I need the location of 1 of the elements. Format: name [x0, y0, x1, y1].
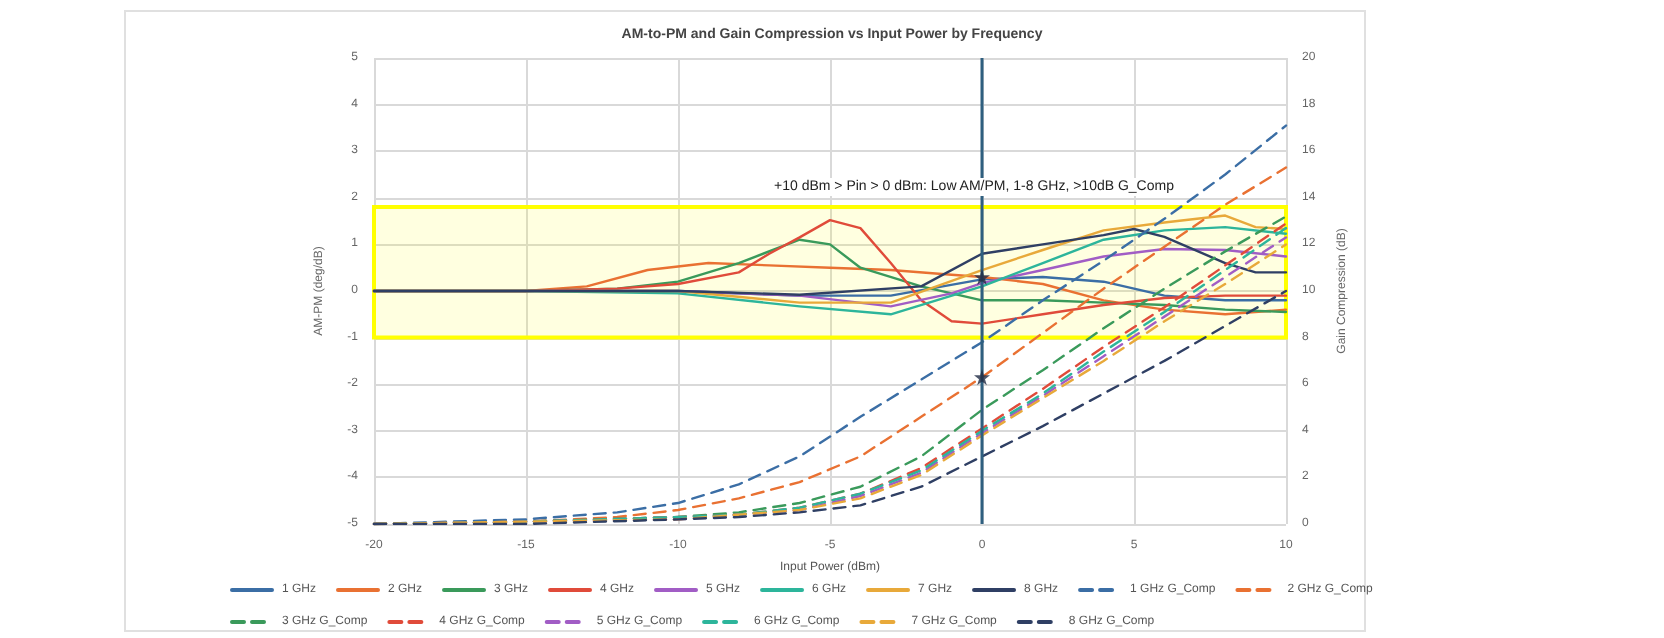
line-series — [372, 227, 1288, 296]
